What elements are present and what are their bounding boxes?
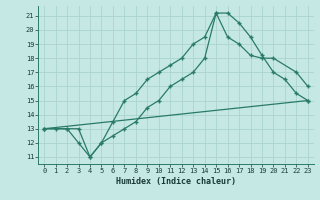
X-axis label: Humidex (Indice chaleur): Humidex (Indice chaleur): [116, 177, 236, 186]
